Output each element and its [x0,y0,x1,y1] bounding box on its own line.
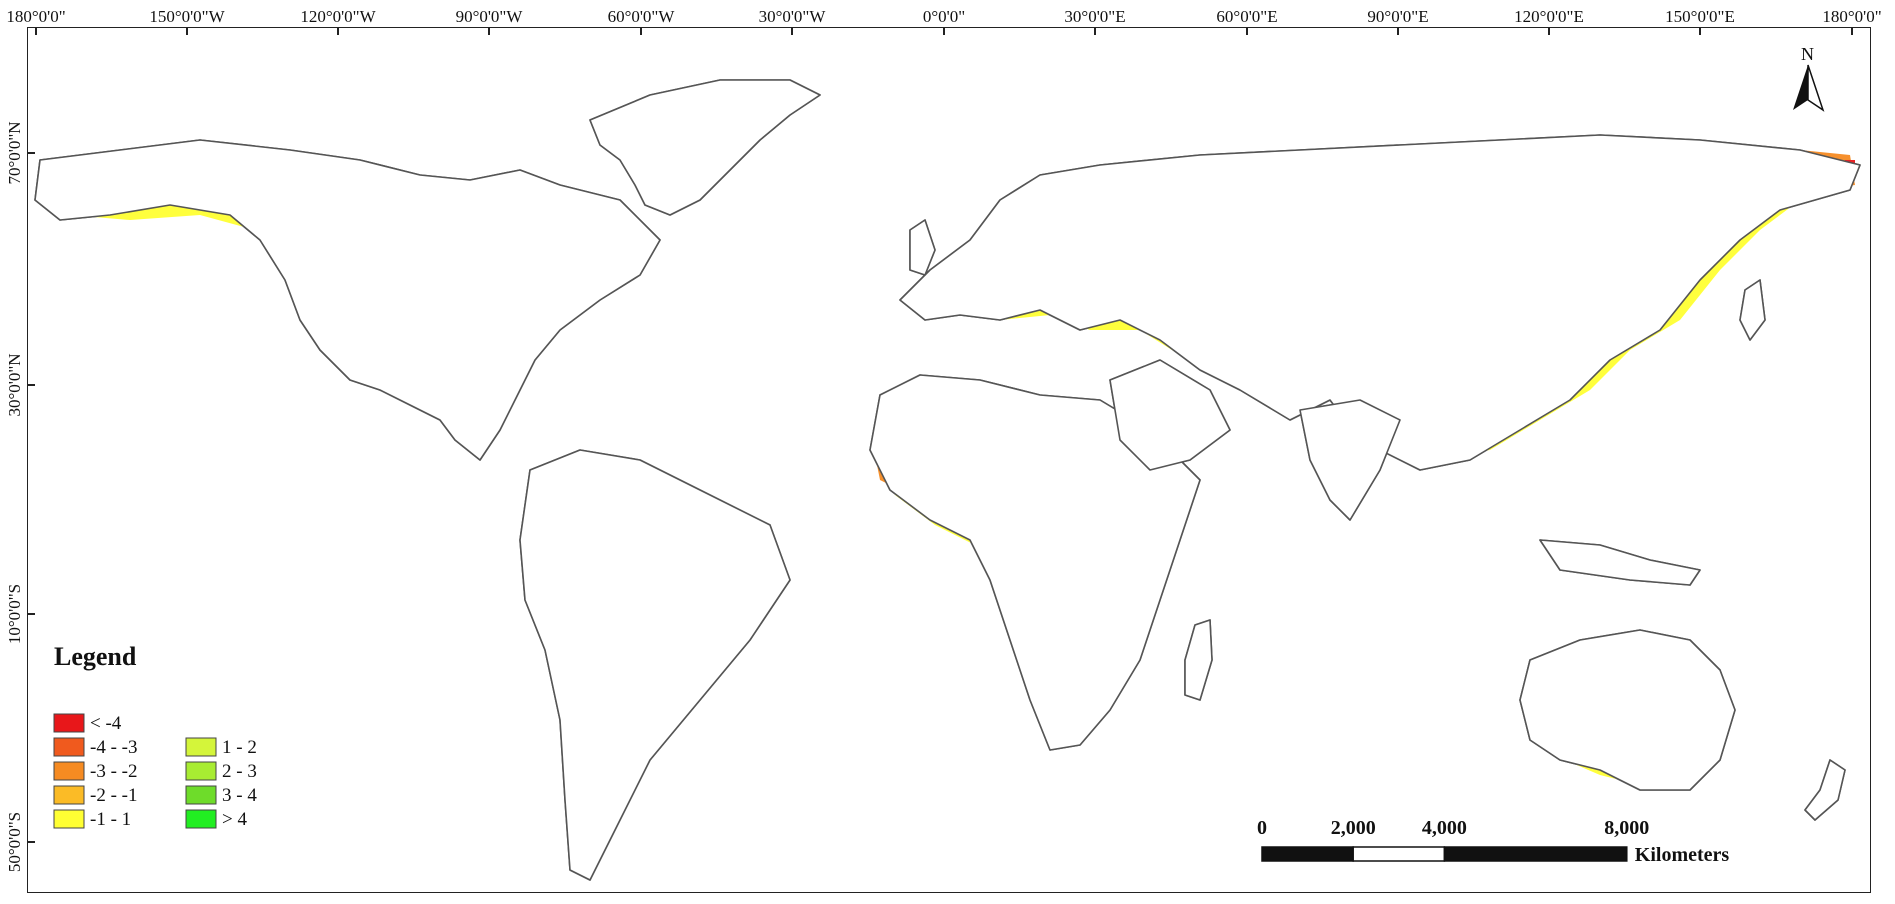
top-tick-label: 30°0'0"W [759,7,827,26]
left-latitude-labels: 70°0'0"N 30°0'0"N 10°0'0"S 50°0'0"S [5,121,24,872]
graticule-ticks [27,27,1853,843]
top-longitude-labels: 180°0'0" 150°0'0"W 120°0'0"W 90°0'0"W 60°0'0… [6,7,1881,26]
left-tick-label: 50°0'0"S [5,812,24,872]
legend-title: Legend [54,642,137,671]
legend-swatch [185,785,217,805]
legend-swatch [53,785,85,805]
scale-tick-label: 0 [1257,817,1267,839]
scale-segment [1443,846,1628,862]
left-tick-label: 70°0'0"N [5,121,24,184]
legend-label: > 4 [222,809,247,830]
scale-tick-label: 4,000 [1422,817,1467,839]
left-tick-label: 10°0'0"S [5,584,24,644]
top-tick-label: 150°0'0"E [1665,7,1735,26]
legend: Legend < -4 -4 - -3 -3 - -2 -2 - -1 -1 - 1 1 … [53,642,257,830]
legend-swatch [53,713,85,733]
top-tick-label: 180°0'0" [6,7,65,26]
scale-bar: 0 2,000 4,000 8,000 Kilometers [1257,817,1729,866]
legend-swatch [53,809,85,829]
legend-swatch [185,737,217,757]
top-tick-label: 90°0'0"W [456,7,524,26]
legend-swatch [185,761,217,781]
scale-unit-label: Kilometers [1635,844,1730,866]
legend-swatch [185,809,217,829]
left-tick-label: 30°0'0"N [5,353,24,416]
legend-swatch [53,737,85,757]
top-tick-label: 60°0'0"W [608,7,676,26]
top-tick-label: 120°0'0"W [300,7,376,26]
top-tick-label: 90°0'0"E [1367,7,1428,26]
legend-label: 3 - 4 [222,785,257,806]
legend-label: -4 - -3 [90,737,137,758]
legend-label: -3 - -2 [90,761,137,782]
top-tick-label: 30°0'0"E [1064,7,1125,26]
scale-segment [1261,846,1354,862]
legend-label: 1 - 2 [222,737,257,758]
scale-tick-label: 2,000 [1331,817,1376,839]
scale-tick-label: 8,000 [1604,817,1649,839]
top-tick-label: 0°0'0" [923,7,965,26]
legend-label: < -4 [90,713,122,734]
north-arrow: N [1793,44,1825,112]
top-tick-label: 60°0'0"E [1216,7,1277,26]
north-label: N [1801,44,1814,64]
map-frame [27,27,1871,893]
legend-label: 2 - 3 [222,761,257,782]
north-arrow-icon [1793,65,1808,110]
top-tick-label: 150°0'0"W [149,7,225,26]
legend-label: -2 - -1 [90,785,137,806]
top-tick-label: 180°0'0" [1822,7,1881,26]
legend-swatch [53,761,85,781]
top-tick-label: 120°0'0"E [1514,7,1584,26]
scale-segment [1352,846,1446,862]
legend-label: -1 - 1 [90,809,131,830]
